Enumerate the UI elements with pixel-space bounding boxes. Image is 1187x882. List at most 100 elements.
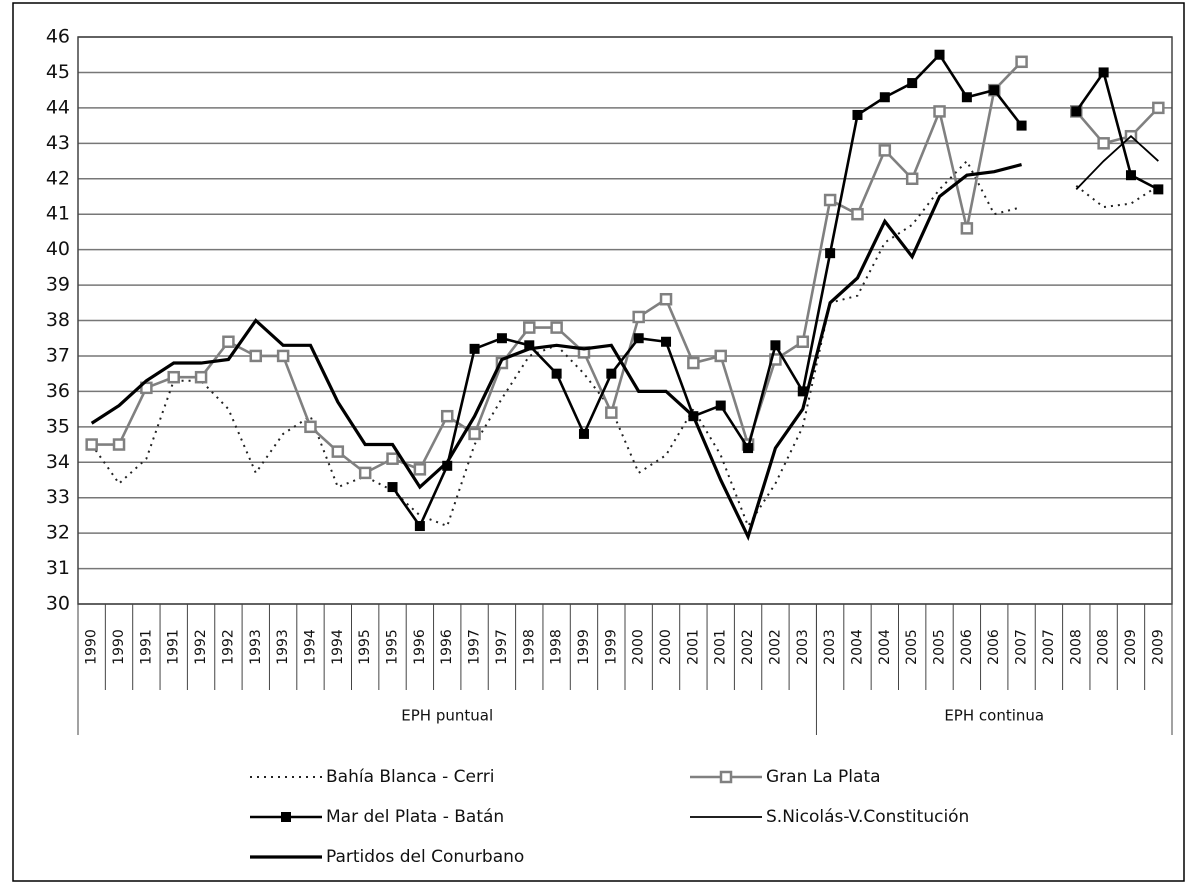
marker (1016, 120, 1027, 131)
series-line (90, 159, 1159, 529)
group-label: EPH puntual (401, 707, 493, 725)
marker (606, 368, 617, 379)
marker (358, 466, 372, 480)
marker (797, 386, 808, 397)
marker (933, 105, 946, 118)
marker (851, 207, 864, 221)
series-line (91, 60, 1160, 475)
x-tick-label: 2003 (795, 629, 811, 665)
y-tick-label: 34 (46, 451, 70, 473)
y-tick-label: 43 (46, 132, 70, 154)
marker (632, 310, 645, 324)
x-tick-label: 2009 (1150, 629, 1166, 665)
marker (442, 460, 453, 471)
marker (1125, 170, 1136, 181)
x-tick-label: 2002 (767, 629, 783, 665)
x-tick-label: 2006 (986, 629, 1002, 665)
marker (770, 340, 781, 351)
marker (825, 248, 836, 259)
marker (796, 335, 810, 349)
legend-label: Partidos del Conurbano (326, 847, 524, 867)
y-tick-label: 32 (46, 522, 70, 544)
marker (934, 49, 945, 60)
marker (469, 343, 480, 354)
marker (440, 409, 454, 423)
x-tick-label: 2003 (822, 629, 838, 665)
y-tick-label: 46 (46, 26, 70, 48)
x-tick-label: 1997 (494, 629, 510, 665)
y-tick-label: 37 (46, 344, 70, 366)
marker (387, 482, 398, 493)
marker (715, 400, 726, 411)
marker (112, 438, 126, 451)
x-tick-label: 1991 (138, 629, 154, 665)
x-tick-label: 2008 (1096, 629, 1112, 665)
marker (413, 463, 427, 476)
marker (331, 445, 345, 458)
marker (907, 78, 918, 89)
x-tick-label: 2005 (904, 629, 920, 665)
marker (414, 521, 425, 532)
marker (1015, 55, 1028, 69)
marker (222, 335, 235, 349)
marker (687, 356, 700, 370)
y-tick-label: 40 (46, 238, 70, 260)
series-line (1075, 135, 1159, 191)
x-tick-label: 2002 (740, 629, 756, 665)
legend-label: Gran La Plata (766, 767, 881, 787)
y-tick-label: 39 (46, 274, 70, 296)
marker (523, 321, 536, 334)
x-tick-label: 1994 (302, 629, 318, 665)
marker (249, 349, 263, 363)
x-tick-label: 2007 (1041, 629, 1057, 665)
marker (550, 321, 563, 334)
marker (551, 368, 562, 379)
x-tick-label: 1991 (166, 629, 182, 665)
y-tick-label: 42 (46, 167, 70, 189)
y-tick-label: 45 (46, 61, 70, 83)
legend-marker (719, 770, 733, 784)
x-tick-label: 1996 (439, 629, 455, 665)
x-tick-label: 1993 (248, 629, 264, 665)
frame (12, 2, 1185, 882)
x-tick-label: 1995 (385, 629, 401, 665)
marker (879, 92, 890, 103)
x-tick-label: 2004 (849, 629, 865, 665)
marker (852, 109, 863, 120)
x-tick-label: 2007 (1014, 629, 1030, 665)
marker (659, 292, 673, 306)
marker (1153, 184, 1164, 195)
x-tick-label: 1998 (549, 629, 565, 665)
x-tick-label: 2005 (932, 629, 948, 665)
x-tick-label: 1994 (330, 629, 346, 665)
x-tick-label: 1992 (193, 629, 209, 665)
x-tick-label: 2004 (877, 629, 893, 665)
legend-label: Mar del Plata - Batán (326, 807, 504, 827)
marker (743, 443, 754, 454)
y-tick-label: 31 (46, 557, 70, 579)
marker (468, 427, 481, 441)
x-tick-label: 1990 (111, 629, 127, 665)
x-tick-label: 1992 (220, 629, 236, 665)
x-tick-label: 1997 (467, 629, 483, 665)
marker (1071, 106, 1082, 117)
x-tick-label: 1998 (521, 629, 537, 665)
x-tick-label: 1993 (275, 629, 291, 665)
marker (823, 193, 837, 207)
x-tick-label: 2009 (1123, 629, 1139, 665)
marker (878, 144, 892, 157)
marker (605, 406, 618, 419)
y-tick-label: 33 (46, 486, 70, 508)
marker (1152, 101, 1165, 115)
series-line (391, 52, 1159, 529)
marker (989, 85, 1000, 96)
x-tick-label: 2008 (1068, 629, 1084, 665)
y-tick-label: 41 (46, 203, 70, 225)
y-tick-label: 30 (46, 593, 70, 615)
marker (167, 370, 180, 384)
x-tick-label: 2001 (713, 629, 729, 665)
marker (276, 349, 290, 363)
x-tick-label: 1996 (412, 629, 428, 665)
x-tick-label: 1999 (576, 629, 592, 665)
